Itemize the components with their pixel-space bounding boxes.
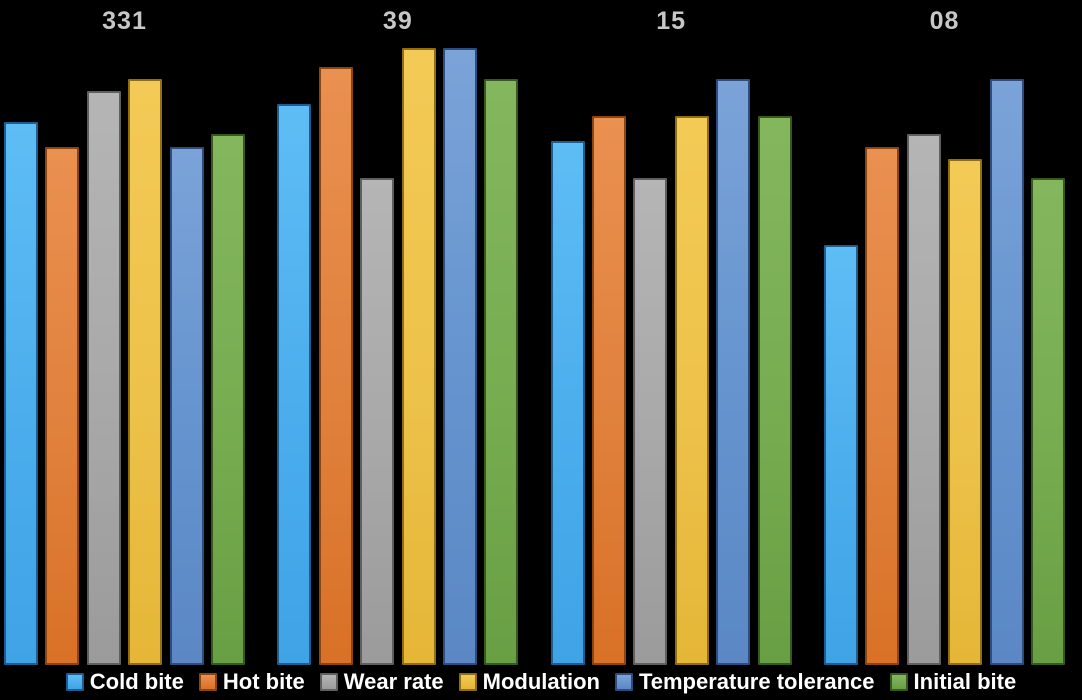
- bar-cold-bite-39: [277, 104, 312, 665]
- legend-item-temperature-tolerance: Temperature tolerance: [614, 669, 875, 695]
- bar-wear-rate-39: [360, 178, 395, 665]
- bar-initial-bite-39: [484, 79, 519, 665]
- bar-modulation-15: [674, 116, 709, 665]
- legend-label: Hot bite: [222, 669, 305, 694]
- bar-initial-bite-08: [1030, 178, 1065, 665]
- chart-legend: Cold bite Hot bite Wear rate Modulation …: [0, 664, 1082, 700]
- bar-wear-rate-08: [906, 134, 941, 665]
- bar-temperature-tolerance-15: [716, 79, 751, 665]
- legend-label: Wear rate: [343, 669, 444, 694]
- bar-temperature-tolerance-39: [442, 48, 477, 665]
- bar-wear-rate-15: [633, 178, 668, 665]
- legend-item-initial-bite: Initial bite: [889, 669, 1017, 695]
- legend-label: Temperature tolerance: [638, 669, 875, 694]
- legend-swatch: [65, 673, 84, 691]
- category-label: 08: [929, 7, 960, 35]
- category-group-39: 39: [277, 0, 519, 665]
- legend-item-wear-rate: Wear rate: [319, 669, 444, 695]
- legend-swatch: [319, 673, 338, 691]
- bar-modulation-08: [948, 159, 983, 665]
- bar-hot-bite-39: [318, 67, 353, 665]
- bar-initial-bite-331: [210, 134, 245, 665]
- bar-modulation-331: [128, 79, 163, 665]
- legend-item-cold-bite: Cold bite: [65, 669, 184, 695]
- legend-swatch: [889, 673, 908, 691]
- category-group-08: 08: [823, 0, 1065, 665]
- bar-hot-bite-331: [45, 147, 80, 665]
- bar-modulation-39: [401, 48, 436, 665]
- bar-initial-bite-15: [757, 116, 792, 665]
- legend-label: Modulation: [482, 669, 600, 694]
- legend-label: Initial bite: [913, 669, 1017, 694]
- category-label: 331: [102, 7, 147, 35]
- bar-temperature-tolerance-08: [989, 79, 1024, 665]
- category-label: 39: [382, 7, 413, 35]
- bar-cold-bite-331: [4, 122, 38, 665]
- bar-hot-bite-08: [865, 147, 900, 665]
- legend-swatch: [198, 673, 217, 691]
- plot-area: 331 39 15 08: [4, 0, 1065, 665]
- category-group-331: 331: [4, 0, 245, 665]
- bar-temperature-tolerance-331: [169, 147, 204, 665]
- legend-item-modulation: Modulation: [458, 669, 600, 695]
- legend-item-hot-bite: Hot bite: [198, 669, 305, 695]
- category-group-15: 15: [550, 0, 792, 665]
- bar-wear-rate-331: [86, 91, 121, 665]
- legend-swatch: [458, 673, 477, 691]
- category-label: 15: [656, 7, 687, 35]
- bar-cold-bite-15: [550, 141, 585, 665]
- bar-hot-bite-15: [592, 116, 627, 665]
- legend-label: Cold bite: [89, 669, 184, 694]
- bar-cold-bite-08: [823, 245, 858, 665]
- legend-swatch: [614, 673, 633, 691]
